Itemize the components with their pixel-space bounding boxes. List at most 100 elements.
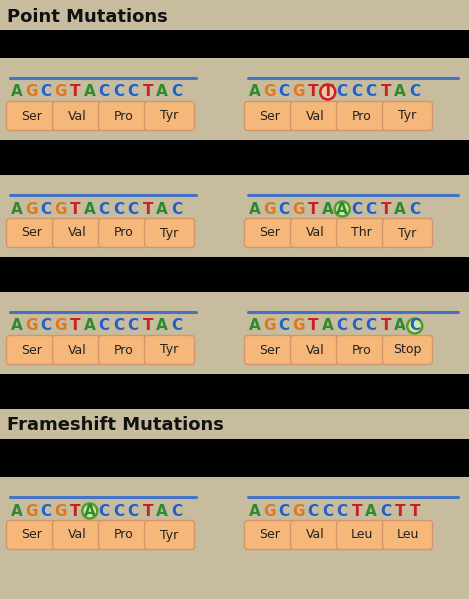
FancyBboxPatch shape	[144, 521, 195, 549]
Text: C: C	[128, 84, 139, 99]
FancyBboxPatch shape	[244, 521, 295, 549]
Text: Ser: Ser	[21, 528, 42, 541]
FancyBboxPatch shape	[383, 219, 432, 247]
Text: Pro: Pro	[113, 343, 133, 356]
FancyBboxPatch shape	[383, 335, 432, 365]
Text: Pro: Pro	[113, 226, 133, 240]
Text: C: C	[409, 84, 420, 99]
Text: Val: Val	[306, 528, 325, 541]
FancyBboxPatch shape	[98, 521, 149, 549]
Text: G: G	[25, 84, 38, 99]
Bar	[0, 58, 469, 140]
Text: Tyr: Tyr	[398, 226, 416, 240]
Text: A: A	[250, 201, 261, 216]
Text: C: C	[41, 319, 52, 334]
FancyBboxPatch shape	[336, 335, 386, 365]
Text: C: C	[98, 319, 110, 334]
Text: A: A	[156, 201, 168, 216]
Text: Val: Val	[68, 528, 87, 541]
Text: C: C	[351, 201, 363, 216]
Text: G: G	[293, 319, 305, 334]
Bar	[0, 0, 469, 30]
Text: C: C	[41, 84, 52, 99]
Text: Tyr: Tyr	[160, 528, 179, 541]
Text: Stop: Stop	[393, 343, 422, 356]
Text: Tyr: Tyr	[160, 110, 179, 123]
Text: T: T	[143, 84, 153, 99]
Text: A: A	[84, 84, 96, 99]
Text: Val: Val	[68, 226, 87, 240]
Text: T: T	[70, 504, 81, 519]
Text: A: A	[11, 504, 23, 519]
Text: Ser: Ser	[21, 110, 42, 123]
Text: T: T	[395, 504, 406, 519]
Text: G: G	[293, 201, 305, 216]
Text: Tyr: Tyr	[160, 343, 179, 356]
Text: A: A	[394, 84, 406, 99]
Text: Tyr: Tyr	[398, 110, 416, 123]
Text: A: A	[11, 319, 23, 334]
Text: C: C	[380, 504, 391, 519]
Circle shape	[320, 84, 335, 99]
Text: C: C	[279, 504, 290, 519]
Bar	[0, 30, 469, 58]
Text: T: T	[308, 201, 318, 216]
Text: G: G	[25, 319, 38, 334]
FancyBboxPatch shape	[244, 101, 295, 131]
Text: C: C	[128, 201, 139, 216]
Text: G: G	[54, 201, 67, 216]
FancyBboxPatch shape	[98, 101, 149, 131]
Bar	[0, 374, 469, 409]
Text: A: A	[11, 201, 23, 216]
Text: C: C	[113, 504, 124, 519]
Text: A: A	[84, 319, 96, 334]
FancyBboxPatch shape	[144, 335, 195, 365]
Text: Frameshift Mutations: Frameshift Mutations	[7, 416, 224, 434]
FancyBboxPatch shape	[7, 335, 56, 365]
Text: C: C	[171, 84, 182, 99]
Circle shape	[407, 319, 422, 334]
Text: G: G	[293, 504, 305, 519]
Text: C: C	[98, 504, 110, 519]
Text: Ser: Ser	[21, 226, 42, 240]
Text: C: C	[337, 84, 348, 99]
Text: C: C	[279, 201, 290, 216]
Text: T: T	[323, 84, 333, 99]
Text: C: C	[113, 201, 124, 216]
Text: C: C	[279, 319, 290, 334]
Text: Pro: Pro	[352, 343, 371, 356]
Text: A: A	[11, 84, 23, 99]
Text: T: T	[308, 319, 318, 334]
FancyBboxPatch shape	[53, 335, 103, 365]
Text: C: C	[322, 504, 333, 519]
FancyBboxPatch shape	[7, 101, 56, 131]
FancyBboxPatch shape	[290, 101, 340, 131]
FancyBboxPatch shape	[383, 521, 432, 549]
Text: Pro: Pro	[113, 110, 133, 123]
FancyBboxPatch shape	[336, 101, 386, 131]
FancyBboxPatch shape	[290, 219, 340, 247]
Text: A: A	[250, 504, 261, 519]
Text: C: C	[171, 319, 182, 334]
Text: Ser: Ser	[21, 343, 42, 356]
FancyBboxPatch shape	[98, 335, 149, 365]
Text: Thr: Thr	[351, 226, 372, 240]
Text: G: G	[264, 504, 276, 519]
FancyBboxPatch shape	[244, 219, 295, 247]
Bar	[0, 140, 469, 175]
Text: A: A	[156, 504, 168, 519]
Circle shape	[335, 201, 350, 216]
Text: C: C	[41, 201, 52, 216]
FancyBboxPatch shape	[7, 219, 56, 247]
Text: C: C	[366, 319, 377, 334]
Text: Point Mutations: Point Mutations	[7, 8, 168, 26]
Text: A: A	[394, 319, 406, 334]
Text: A: A	[156, 84, 168, 99]
FancyBboxPatch shape	[383, 101, 432, 131]
Text: T: T	[70, 319, 81, 334]
Text: T: T	[380, 201, 391, 216]
Text: C: C	[308, 504, 319, 519]
Text: C: C	[98, 84, 110, 99]
Text: C: C	[113, 319, 124, 334]
FancyBboxPatch shape	[336, 521, 386, 549]
